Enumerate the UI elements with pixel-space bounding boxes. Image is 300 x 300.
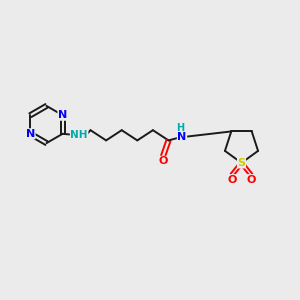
Text: O: O: [158, 156, 168, 167]
Text: NH: NH: [70, 130, 88, 140]
Text: H: H: [176, 123, 184, 134]
Text: O: O: [246, 175, 256, 185]
Text: N: N: [177, 132, 187, 142]
Text: N: N: [26, 129, 35, 139]
Text: N: N: [58, 110, 67, 120]
Text: S: S: [238, 158, 245, 168]
Text: O: O: [227, 175, 237, 185]
